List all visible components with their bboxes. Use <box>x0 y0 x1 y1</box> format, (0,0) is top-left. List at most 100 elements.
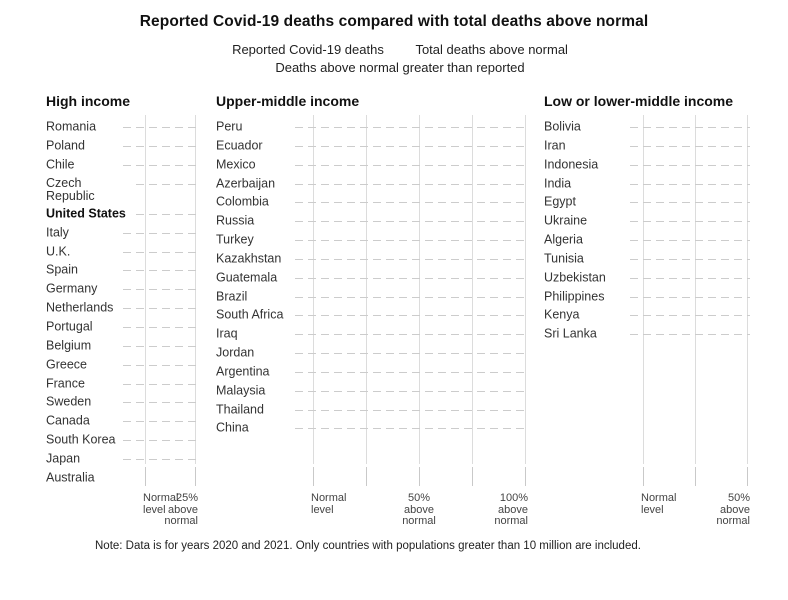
legend-subtitle: Deaths above normal greater than reporte… <box>275 60 525 75</box>
row-leader-line <box>295 258 528 260</box>
country-label: Malaysia <box>216 383 271 399</box>
row-leader-line <box>123 327 198 328</box>
country-label: Brazil <box>216 289 253 305</box>
row-leader-line <box>123 308 198 310</box>
country-label: Peru <box>216 119 248 135</box>
row-leader-line <box>630 296 750 298</box>
row-leader-line <box>123 145 198 147</box>
country-label: Belgium <box>46 338 97 354</box>
country-label: Kenya <box>544 307 585 323</box>
country-label: South Africa <box>216 307 289 323</box>
row-leader-line <box>630 221 750 223</box>
legend-item-total-deaths: Total deaths above normal <box>415 42 568 57</box>
row-leader-line <box>295 334 528 336</box>
country-label: Romania <box>46 119 102 135</box>
country-label: Italy <box>46 225 74 241</box>
chart-title: Reported Covid-19 deaths compared with t… <box>139 13 649 30</box>
axis-tick-label: 50% above normal <box>402 492 436 527</box>
row-leader-line <box>123 127 198 128</box>
country-label: Colombia <box>216 194 274 210</box>
legend: Reported Covid-19 deaths Total deaths ab… <box>12 42 788 57</box>
axis-tick-label: Normal level <box>311 492 347 516</box>
panel-header: High income <box>46 93 131 109</box>
axis-tick-label: 25% above normal <box>164 492 198 527</box>
country-label: Russia <box>216 213 260 229</box>
axis-tick-label: 100% above normal <box>494 492 528 527</box>
country-label: Ukraine <box>544 213 593 229</box>
country-label: Canada <box>46 413 95 429</box>
panel-header: Upper-middle income <box>216 93 360 109</box>
country-label: Poland <box>46 138 90 154</box>
country-label: Turkey <box>216 232 259 248</box>
row-leader-line <box>630 258 750 260</box>
axis-tick-label: 50% above normal <box>716 492 750 527</box>
row-leader-line <box>295 296 528 298</box>
axis-tick <box>419 467 420 486</box>
country-label: Czech Republic <box>46 177 133 204</box>
country-label: Algeria <box>544 232 588 248</box>
country-label: Argentina <box>216 364 275 380</box>
country-label: Spain <box>46 262 83 278</box>
country-label: Sweden <box>46 394 97 410</box>
country-label: Azerbaijan <box>216 176 281 192</box>
row-leader-line <box>123 289 198 291</box>
country-label: Mexico <box>216 157 261 173</box>
row-leader-line <box>295 277 528 279</box>
country-label: U.K. <box>46 244 76 260</box>
row-leader-line <box>123 213 198 215</box>
row-leader-line <box>295 315 528 317</box>
row-leader-line <box>295 202 528 204</box>
country-label: Tunisia <box>544 251 589 267</box>
row-leader-line <box>295 428 528 430</box>
row-leader-line <box>630 183 750 185</box>
country-label: Ecuador <box>216 138 268 154</box>
axis-tick <box>472 467 473 486</box>
gridline <box>747 115 748 464</box>
axis-tick <box>366 467 367 486</box>
row-leader-line <box>123 232 198 234</box>
country-label: France <box>46 376 90 392</box>
axis-tick <box>195 467 196 486</box>
country-label: South Korea <box>46 432 121 448</box>
gridline <box>313 115 314 464</box>
country-label: Australia <box>46 470 100 486</box>
gridline <box>419 115 420 464</box>
row-leader-line <box>295 371 528 373</box>
country-label: Thailand <box>216 402 269 418</box>
axis-tick <box>643 467 644 486</box>
legend-item-reported-deaths: Reported Covid-19 deaths <box>232 42 384 57</box>
row-leader-line <box>295 240 528 242</box>
row-leader-line <box>630 240 750 242</box>
axis-tick-label: Normal level <box>641 492 677 516</box>
row-leader-line <box>123 270 198 272</box>
row-leader-line <box>123 421 198 423</box>
country-label: United States <box>46 206 131 222</box>
row-leader-line <box>295 409 528 411</box>
gridline <box>366 115 367 464</box>
row-leader-line <box>295 221 528 223</box>
country-label: Greece <box>46 357 92 373</box>
row-leader-line <box>630 127 750 128</box>
row-leader-line <box>123 402 198 404</box>
row-leader-line <box>630 277 750 279</box>
country-label: China <box>216 420 254 436</box>
row-leader-line <box>123 440 198 442</box>
axis-tick <box>747 467 748 486</box>
country-label: Guatemala <box>216 270 283 286</box>
axis-tick <box>525 467 526 486</box>
row-leader-line <box>295 183 528 185</box>
country-label: Jordan <box>216 345 260 361</box>
row-leader-line <box>295 390 528 392</box>
row-leader-line <box>123 164 198 166</box>
country-label: Netherlands <box>46 300 119 316</box>
country-label: Kazakhstan <box>216 251 287 267</box>
row-leader-line <box>123 183 198 185</box>
row-leader-line <box>123 364 198 366</box>
row-leader-line <box>630 315 750 317</box>
country-label: Bolivia <box>544 119 586 135</box>
axis-tick <box>145 467 146 486</box>
footnote: Note: Data is for years 2020 and 2021. O… <box>95 540 641 552</box>
row-leader-line <box>630 334 750 336</box>
gridline <box>695 115 696 464</box>
